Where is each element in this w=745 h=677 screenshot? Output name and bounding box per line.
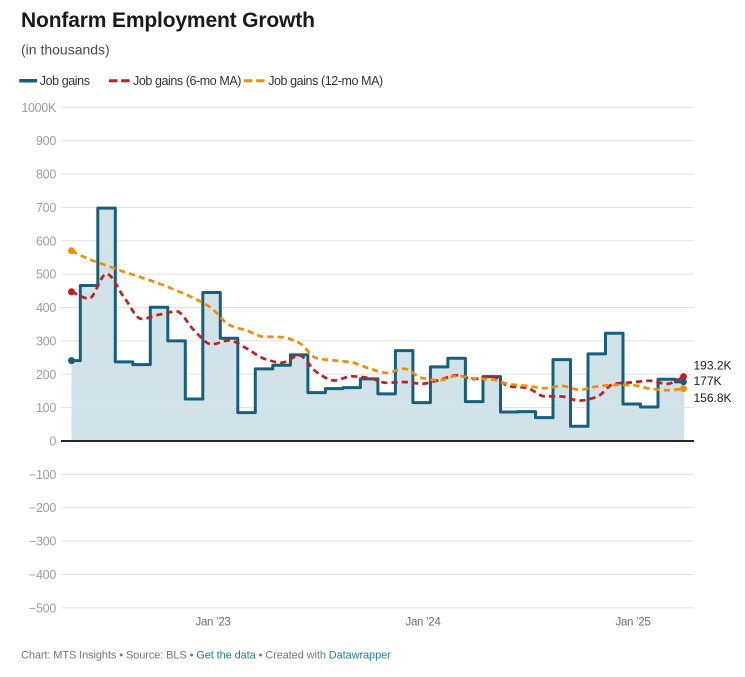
svg-text:−500: −500 bbox=[29, 601, 56, 615]
svg-text:600: 600 bbox=[36, 234, 56, 248]
svg-text:Jan ’25: Jan ’25 bbox=[616, 617, 651, 629]
svg-text:(in thousands): (in thousands) bbox=[21, 42, 110, 58]
svg-text:156.8K: 156.8K bbox=[694, 391, 732, 405]
svg-text:900: 900 bbox=[36, 134, 56, 148]
svg-text:−200: −200 bbox=[29, 501, 56, 515]
svg-text:200: 200 bbox=[36, 368, 56, 382]
svg-text:800: 800 bbox=[36, 168, 56, 182]
svg-text:700: 700 bbox=[36, 201, 56, 215]
svg-text:193.2K: 193.2K bbox=[694, 359, 732, 373]
svg-text:−100: −100 bbox=[29, 468, 56, 482]
svg-text:Job gains (12-mo MA): Job gains (12-mo MA) bbox=[268, 74, 383, 88]
svg-text:500: 500 bbox=[36, 268, 56, 282]
svg-text:300: 300 bbox=[36, 334, 56, 348]
svg-text:Jan ’23: Jan ’23 bbox=[196, 617, 231, 629]
svg-text:Job gains (6-mo MA): Job gains (6-mo MA) bbox=[133, 74, 241, 88]
svg-text:−300: −300 bbox=[29, 535, 56, 549]
svg-text:Nonfarm Employment Growth: Nonfarm Employment Growth bbox=[21, 9, 315, 32]
svg-text:0: 0 bbox=[49, 435, 56, 449]
svg-text:177K: 177K bbox=[694, 374, 722, 388]
svg-text:Job gains: Job gains bbox=[40, 74, 90, 88]
svg-text:−400: −400 bbox=[29, 568, 56, 582]
svg-text:400: 400 bbox=[36, 301, 56, 315]
svg-text:Jan ’24: Jan ’24 bbox=[406, 617, 442, 629]
svg-text:100: 100 bbox=[36, 401, 56, 415]
svg-text:Chart: MTS Insights • Source:: Chart: MTS Insights • Source: BLS • Get … bbox=[21, 650, 391, 662]
svg-text:1000K: 1000K bbox=[21, 101, 57, 115]
